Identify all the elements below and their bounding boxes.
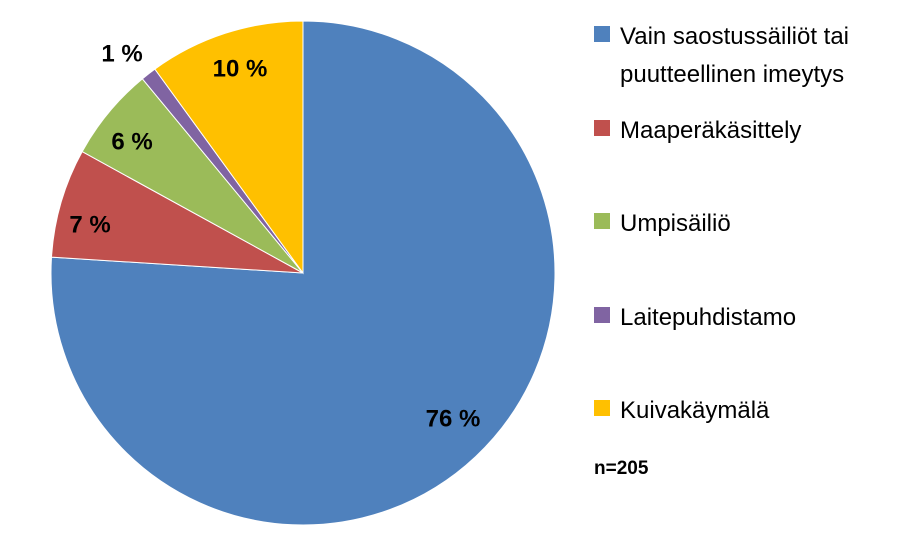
legend-item: Laitepuhdistamo <box>594 299 915 337</box>
legend-label: Laitepuhdistamo <box>620 304 797 331</box>
legend-swatch <box>594 26 610 42</box>
pie-slice <box>50 150 304 274</box>
legend-item: Maaperäkäsittely <box>594 112 915 150</box>
legend-label: Umpisäiliö <box>620 210 731 237</box>
data-label: 76 % <box>426 405 481 432</box>
legend-item: Umpisäiliö <box>594 205 915 243</box>
legend-swatch <box>594 400 610 416</box>
legend-swatch <box>594 307 610 323</box>
data-label: 7 % <box>69 211 110 238</box>
data-label: 10 % <box>213 55 268 82</box>
annotation: n=205 <box>594 458 649 479</box>
legend-label: Vain saostussäiliöt tai puutteellinen im… <box>620 23 850 88</box>
legend-label: Kuivakäymälä <box>620 397 770 424</box>
legend-swatch <box>594 213 610 229</box>
data-label: 6 % <box>111 128 152 155</box>
legend-swatch <box>594 120 610 136</box>
legend-label: Maaperäkäsittely <box>620 117 802 144</box>
data-label: 1 % <box>101 40 142 67</box>
legend-item: Vain saostussäiliöt tai puutteellinen im… <box>594 18 915 94</box>
pie-slice <box>154 20 304 275</box>
legend-item: Kuivakäymälä <box>594 392 915 430</box>
